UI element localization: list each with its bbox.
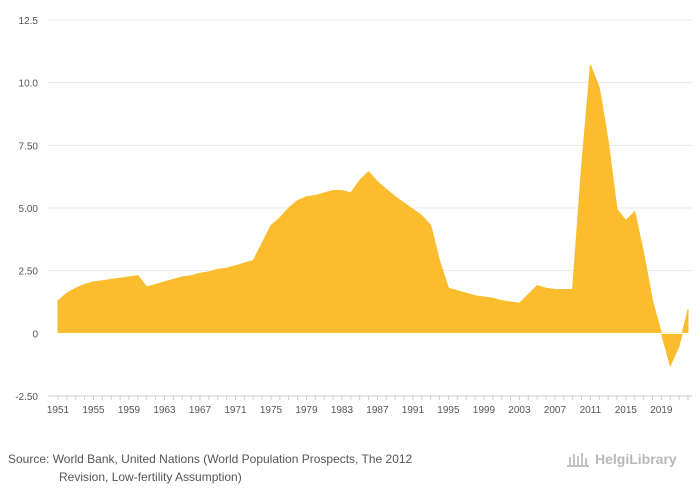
y-tick-label: -2.50	[15, 392, 38, 403]
x-tick-label: 2019	[650, 405, 673, 416]
x-tick-label: 1971	[224, 405, 247, 416]
helgi-library-logo[interactable]: HelgiLibrary	[566, 448, 694, 470]
x-tick-label: 2003	[508, 405, 531, 416]
x-tick-label: 2007	[544, 405, 567, 416]
x-tick-label: 1975	[260, 405, 283, 416]
x-tick-label: 1959	[118, 405, 141, 416]
y-tick-label: 7.50	[19, 141, 39, 152]
x-tick-label: 1983	[331, 405, 354, 416]
area-series	[57, 64, 689, 368]
source-note: Source: World Bank, United Nations (Worl…	[8, 450, 528, 486]
x-tick-label: 1999	[473, 405, 496, 416]
x-tick-label: 1995	[437, 405, 460, 416]
x-tick-label: 2015	[615, 405, 638, 416]
x-tick-label: 1955	[82, 405, 105, 416]
y-tick-label: 5.00	[19, 204, 39, 215]
x-tick-label: 1979	[295, 405, 318, 416]
y-tick-label: 10.0	[19, 79, 39, 90]
y-tick-label: 2.50	[19, 267, 39, 278]
y-axis-tick-labels: 12.5 10.0 7.50 5.00 2.50 0 -2.50	[15, 16, 38, 403]
x-tick-label: 1987	[366, 405, 389, 416]
area-chart: 12.510.07.505.002.500-2.50 1951 1955 1959 1…	[15, 16, 692, 416]
x-axis-tick-labels: 1951 1955 1959 1963 1967 1971 1975 1979 1983 1987…	[47, 405, 673, 416]
x-tick-label: 1991	[402, 405, 425, 416]
x-tick-label: 1963	[153, 405, 176, 416]
y-tick-label: 12.5	[19, 16, 39, 27]
y-tick-label: 0	[32, 329, 38, 340]
x-tick-label: 1967	[189, 405, 212, 416]
library-building-icon	[567, 453, 589, 467]
logo-text: HelgiLibrary	[595, 451, 677, 467]
source-line-1: Source: World Bank, United Nations (Worl…	[8, 452, 413, 466]
x-axis-tick-marks	[57, 396, 689, 400]
x-tick-label: 1951	[47, 405, 70, 416]
source-line-2: Revision, Low-fertility Assumption)	[59, 470, 242, 484]
x-tick-label: 2011	[580, 405, 602, 416]
